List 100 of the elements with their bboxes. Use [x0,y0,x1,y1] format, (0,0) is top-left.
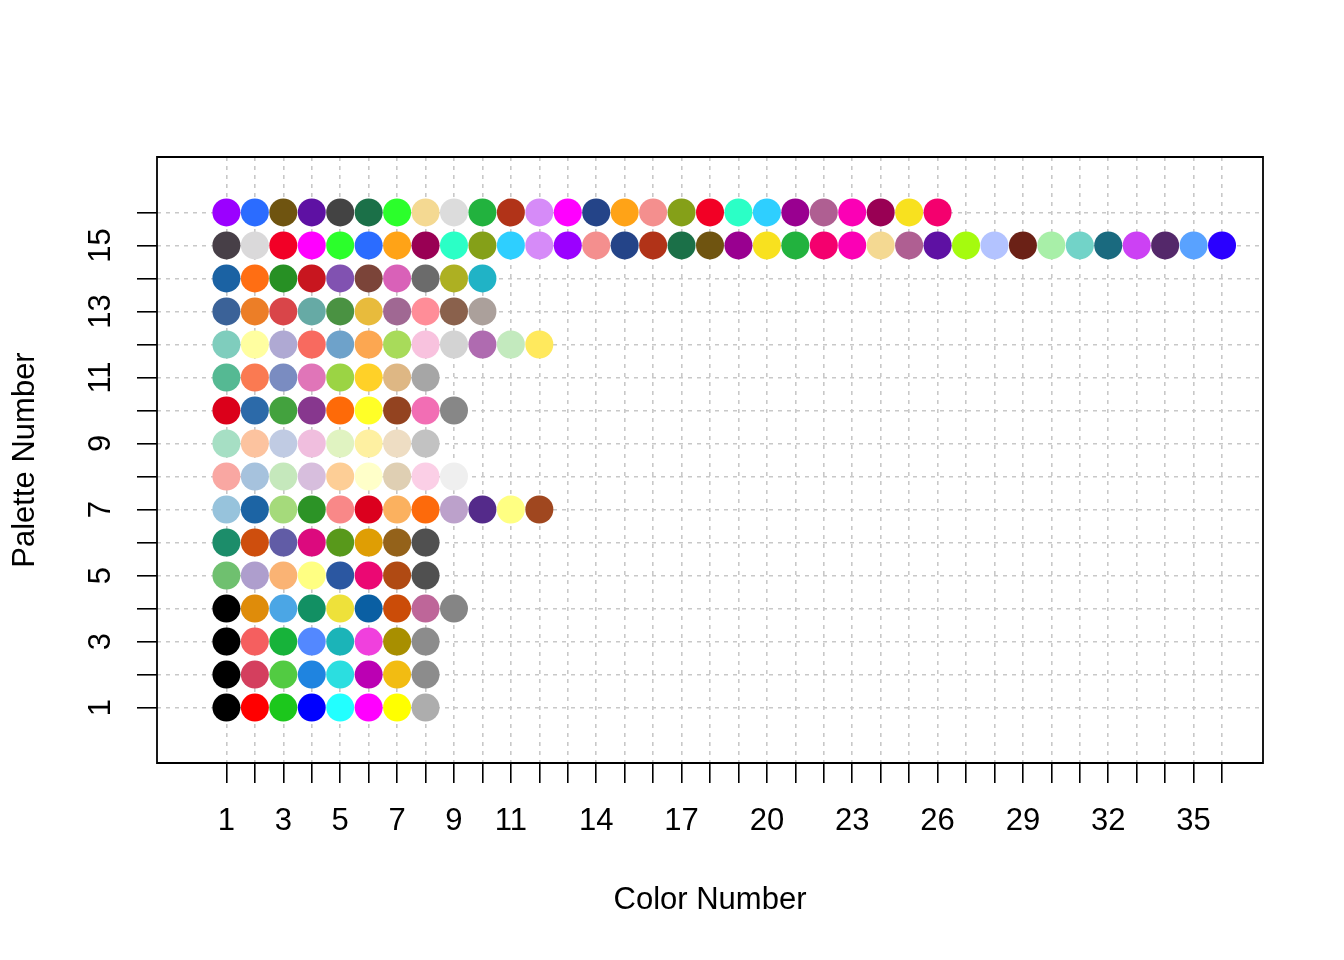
point [468,264,497,293]
point [269,528,298,557]
point [326,594,355,623]
point [240,495,269,524]
point [240,660,269,689]
point [354,297,383,326]
point [297,363,326,392]
point [383,693,412,722]
point [411,594,440,623]
point [269,660,298,689]
point [240,297,269,326]
x-tick-label: 14 [578,802,614,838]
x-tick-label: 1 [217,802,236,838]
point [212,363,241,392]
x-tick-label: 3 [274,802,292,838]
point [269,363,298,392]
point [212,495,241,524]
point [212,297,241,326]
point [269,462,298,491]
point [383,264,412,293]
point [269,231,298,260]
point [297,462,326,491]
point [269,429,298,458]
point [383,297,412,326]
point [439,495,468,524]
x-tick-label: 5 [331,802,349,838]
y-tick-label: 1 [82,698,118,717]
point [439,594,468,623]
point [354,528,383,557]
point [354,396,383,425]
point [326,693,355,722]
point [326,528,355,557]
point [383,396,412,425]
point [297,264,326,293]
point [383,660,412,689]
point [383,627,412,656]
point [212,429,241,458]
point [297,396,326,425]
point [297,495,326,524]
point [212,528,241,557]
point [354,363,383,392]
point [326,330,355,359]
point [212,396,241,425]
point [240,561,269,590]
point [212,561,241,590]
point [297,660,326,689]
point [269,264,298,293]
point [326,495,355,524]
point [383,561,412,590]
point [1008,231,1037,260]
point [952,231,981,260]
point [269,594,298,623]
point [269,396,298,425]
x-tick-label: 23 [834,802,870,838]
point [326,462,355,491]
point [326,429,355,458]
point [354,495,383,524]
point [240,330,269,359]
point [354,330,383,359]
point [326,660,355,689]
point [326,297,355,326]
point [240,528,269,557]
point [439,264,468,293]
x-tick-label: 32 [1091,802,1126,838]
point [439,297,468,326]
point [411,363,440,392]
point [240,231,269,260]
point [240,627,269,656]
x-tick-label: 35 [1176,802,1211,838]
point [326,198,355,227]
point [297,429,326,458]
point [383,330,412,359]
point [354,561,383,590]
point [269,495,298,524]
point [326,561,355,590]
point [525,495,554,524]
point [269,693,298,722]
point [269,561,298,590]
point [439,198,468,227]
point [326,627,355,656]
x-tick-label: 17 [664,802,699,838]
point [354,429,383,458]
point [1094,231,1123,260]
point [411,693,440,722]
x-tick-label: 29 [1005,802,1041,838]
point [439,396,468,425]
point [212,231,241,260]
point [240,462,269,491]
point [240,264,269,293]
y-tick-label: 11 [82,361,118,394]
point [1151,231,1180,260]
point [411,495,440,524]
point [411,297,440,326]
y-tick-label: 15 [82,228,118,263]
point [354,462,383,491]
point [269,297,298,326]
point [269,627,298,656]
y-tick-label: 9 [82,434,118,453]
point [411,462,440,491]
point [212,264,241,293]
